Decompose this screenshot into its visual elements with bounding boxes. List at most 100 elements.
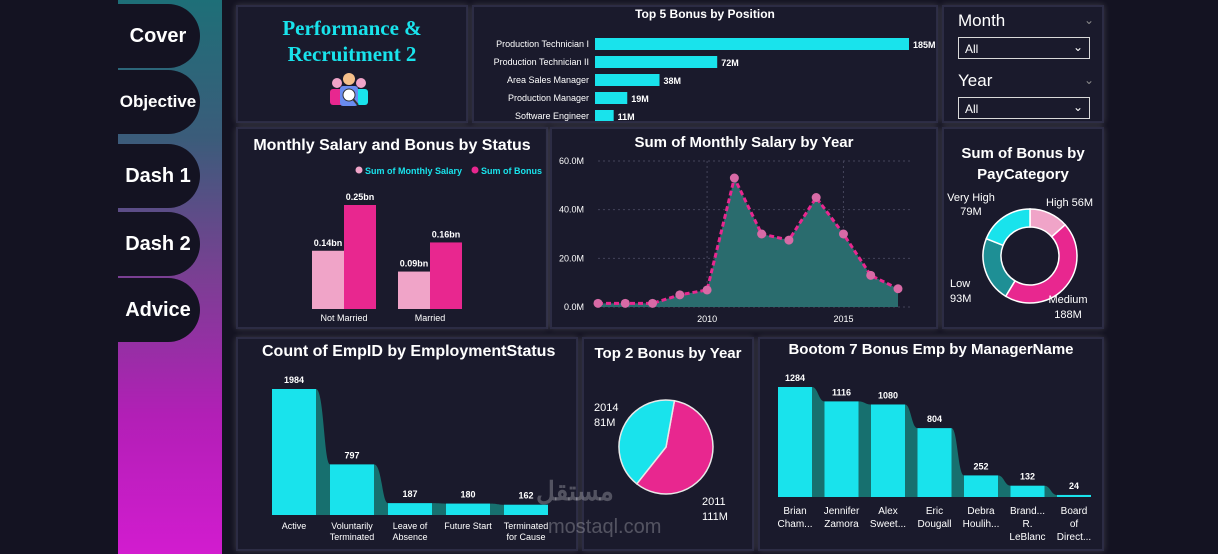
paycat-label-high: High 56M <box>1046 197 1094 209</box>
area-point <box>757 229 767 239</box>
employment-data-label: 1984 <box>284 375 304 385</box>
month-collapse-icon[interactable]: ⌄ <box>1083 13 1094 27</box>
manager-category-label: Eric <box>926 506 943 517</box>
manager-data-label: 252 <box>973 461 988 471</box>
status-category-label: Married <box>415 313 446 323</box>
top5-data-label: 38M <box>663 76 681 86</box>
employment-category-label: Absence <box>392 532 427 542</box>
paycat-label-medium: Medium <box>1048 294 1088 306</box>
employment-data-label: 187 <box>402 489 417 499</box>
paycat-donut-chart <box>982 208 1078 304</box>
managers-panel: Bootom 7 Bonus Emp by ManagerName 1284 Br… <box>758 337 1104 551</box>
salary-data-label: 0.14bn <box>314 238 343 248</box>
status-chart-panel: Monthly Salary and Bonus by Status Sum o… <box>236 127 548 329</box>
top5-bonus-title: Top 5 Bonus by Position <box>635 7 775 21</box>
manager-data-label: 1116 <box>832 387 851 397</box>
nav-objective[interactable]: Objective <box>116 70 200 134</box>
manager-data-label: 1284 <box>785 373 805 383</box>
salary-year-chart: 0.0M 20.0M 40.0M 60.0M 2010 2015 <box>559 156 912 324</box>
pie-slice <box>618 399 676 485</box>
area-point <box>784 235 794 245</box>
paycat-value-medium: 188M <box>1054 309 1082 321</box>
legend-salary-marker <box>355 166 363 174</box>
year-collapse-icon[interactable]: ⌄ <box>1083 73 1094 87</box>
year-slicer-label: Year <box>958 71 993 90</box>
nav-dash-1[interactable]: Dash 1 <box>116 144 200 208</box>
employment-bar <box>504 504 548 515</box>
donut-slice <box>985 208 1031 247</box>
top2-pie-chart <box>618 399 714 495</box>
month-dropdown[interactable]: All ⌄ <box>958 37 1090 59</box>
area-point <box>675 290 685 300</box>
manager-bar <box>964 475 998 497</box>
y-tick-label: 0.0M <box>564 302 584 312</box>
y-tick-label: 20.0M <box>559 253 584 263</box>
bonus-data-label: 0.25bn <box>346 192 375 202</box>
bar-connector <box>905 404 918 497</box>
donut-slice <box>982 237 1017 298</box>
donut-slice <box>1004 223 1078 304</box>
employment-category-label: Terminated <box>330 532 375 542</box>
bar-connector <box>812 387 825 497</box>
managers-title: Bootom 7 Bonus Emp by ManagerName <box>788 341 1074 358</box>
x-tick-label: 2010 <box>697 314 717 324</box>
nav-advice[interactable]: Advice <box>116 278 200 342</box>
month-dropdown-value: All <box>965 42 979 56</box>
y-tick-label: 60.0M <box>559 156 584 166</box>
page-title-line-2: Recruitment 2 <box>287 42 417 66</box>
manager-category-label: Jennifer <box>824 506 860 517</box>
area-line <box>598 173 899 305</box>
top2-label-2011: 2011 <box>702 496 726 508</box>
employment-bar <box>272 389 316 515</box>
manager-category-label: Cham... <box>777 519 812 530</box>
top5-data-label: 185M <box>913 40 936 50</box>
status-chart: Sum of Monthly Salary Sum of Bonus 0.14bn 0… <box>312 166 542 323</box>
manager-data-label: 804 <box>927 414 942 424</box>
employment-title: Count of EmpID by EmploymentStatus <box>262 343 556 360</box>
top5-data-label: 11M <box>618 112 635 121</box>
employment-category-label: Leave of <box>393 521 428 531</box>
top5-bar <box>595 38 909 50</box>
area-point <box>648 298 658 308</box>
paycat-value-very-high: 79M <box>960 206 982 218</box>
manager-bar <box>1057 494 1091 497</box>
nav-dash-2[interactable]: Dash 2 <box>116 212 200 276</box>
bonus-data-label: 0.16bn <box>432 229 461 239</box>
bonus-bar <box>430 242 462 309</box>
area-point <box>866 270 876 280</box>
salary-year-panel: Sum of Monthly Salary by Year 0.0M 20.0M 4… <box>550 127 938 329</box>
top5-category-label: Production Technician I <box>496 39 589 49</box>
area-point <box>620 298 630 308</box>
top5-data-label: 72M <box>721 58 739 68</box>
manager-category-label: Dougall <box>918 519 952 530</box>
salary-year-title: Sum of Monthly Salary by Year <box>634 134 854 151</box>
year-dropdown[interactable]: All ⌄ <box>958 97 1090 119</box>
manager-bar <box>917 428 952 497</box>
top2-value-2011: 111M <box>702 511 728 523</box>
bar-connector <box>374 464 388 515</box>
salary-bar <box>398 271 430 309</box>
bonus-bar <box>344 205 376 309</box>
top5-category-label: Software Engineer <box>515 111 589 121</box>
employment-data-label: 797 <box>344 450 359 460</box>
nav-cover[interactable]: Cover <box>116 4 200 68</box>
top5-data-label: 19M <box>631 94 649 104</box>
year-dropdown-value: All <box>965 102 979 116</box>
top5-category-label: Area Sales Manager <box>507 75 589 85</box>
top2-value-2014: 81M <box>594 417 616 429</box>
y-tick-label: 40.0M <box>559 205 584 215</box>
manager-category-label: Alex <box>878 506 897 517</box>
status-chart-title: Monthly Salary and Bonus by Status <box>253 137 531 154</box>
manager-category-label: Brian <box>783 506 806 517</box>
legend-bonus-marker <box>471 166 479 174</box>
manager-data-label: 24 <box>1069 481 1079 491</box>
top5-bar <box>595 92 628 104</box>
chevron-down-icon: ⌄ <box>1072 40 1083 54</box>
title-panel: Performance & Recruitment 2 <box>236 5 468 123</box>
paycat-title-line-1: Sum of Bonus by <box>961 145 1085 162</box>
employment-panel: Count of EmpID by EmploymentStatus 1984 A… <box>236 337 578 551</box>
employment-data-label: 162 <box>518 491 533 501</box>
area-point <box>729 173 739 183</box>
manager-data-label: 1080 <box>878 390 898 400</box>
area-point <box>593 298 603 308</box>
